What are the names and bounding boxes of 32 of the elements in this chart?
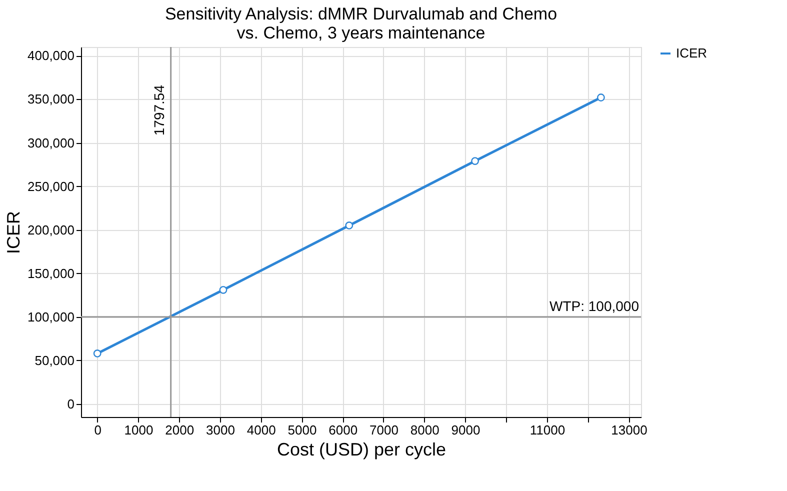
y-tick-label: 350,000 bbox=[28, 92, 74, 107]
ref-line-label: 1797.54 bbox=[150, 84, 167, 136]
legend-label: ICER bbox=[676, 46, 708, 60]
x-tick-label: 9000 bbox=[451, 422, 480, 438]
x-tick-label: 3000 bbox=[206, 422, 235, 438]
x-tick-label: 4000 bbox=[246, 422, 276, 438]
y-tick-label: 150,000 bbox=[28, 266, 74, 281]
y-tick-label: 50,000 bbox=[34, 352, 74, 368]
x-axis-title: Cost (USD) per cycle bbox=[276, 440, 446, 460]
point bbox=[93, 350, 102, 358]
point bbox=[219, 286, 228, 294]
x-tick-label: 2000 bbox=[165, 422, 194, 438]
x-tick-label: 0 bbox=[94, 422, 102, 438]
y-tick-label: 250,000 bbox=[28, 178, 74, 194]
x-tick-label: 1000 bbox=[124, 422, 154, 438]
ref-line-label: WTP: 100,000 bbox=[550, 298, 640, 314]
x-tick-label: 7000 bbox=[370, 422, 398, 438]
point bbox=[596, 94, 605, 102]
y-tick-label: 200,000 bbox=[28, 222, 74, 238]
point bbox=[471, 157, 479, 165]
y-tick-label: 400,000 bbox=[28, 48, 74, 64]
y-axis-title: ICER bbox=[4, 210, 24, 254]
y-tick-label: 100,000 bbox=[28, 309, 74, 324]
x-tick-label: 11000 bbox=[530, 422, 566, 438]
x-tick-label: 13000 bbox=[611, 422, 648, 438]
x-tick-label: 5000 bbox=[288, 422, 317, 438]
y-tick-label: 0 bbox=[67, 396, 74, 412]
x-tick-label: 6000 bbox=[328, 422, 358, 438]
chart-title: Sensitivity Analysis: dMMR Durvalumab and Chemo vs. Chemo, 3 years maintenance bbox=[164, 4, 558, 42]
point bbox=[345, 222, 354, 230]
y-tick-label: 300,000 bbox=[28, 135, 74, 150]
x-tick-label: 8000 bbox=[410, 422, 440, 438]
